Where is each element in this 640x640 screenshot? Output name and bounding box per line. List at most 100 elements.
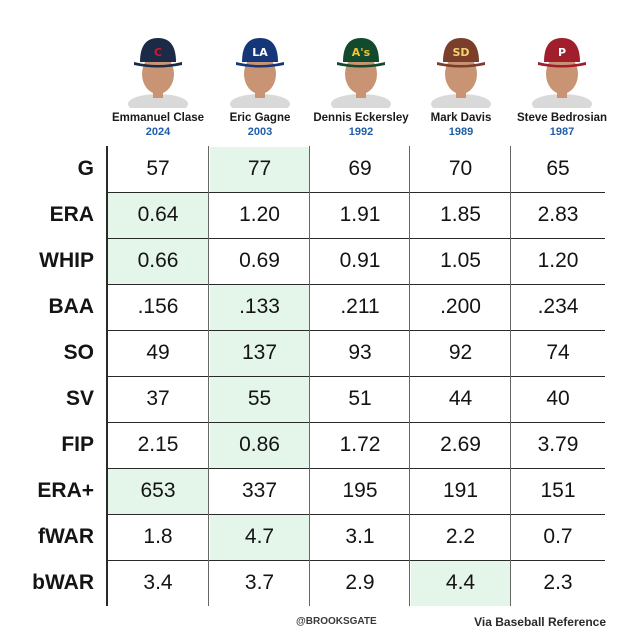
stat-label-baa: BAA <box>48 295 95 318</box>
stat-label-era-plus: ERA+ <box>37 479 94 502</box>
column-divider <box>309 146 310 606</box>
stat-cell: 3.4 <box>143 571 173 594</box>
stat-cell: 3.7 <box>244 571 275 594</box>
stat-cell: 0.64 <box>137 203 179 226</box>
stat-cell: 337 <box>241 479 278 502</box>
player-3: SD Mark Davis 1989 <box>410 0 512 146</box>
stat-cell: 49 <box>146 341 170 364</box>
svg-text:LA: LA <box>252 46 268 59</box>
stat-cell: 44 <box>448 387 473 410</box>
stat-cell: 3.79 <box>537 433 579 456</box>
stat-label-bwar: bWAR <box>32 571 94 594</box>
stat-cell: 1.20 <box>239 203 280 226</box>
stat-cell: .200 <box>440 295 481 318</box>
stat-cell: 2.9 <box>345 571 375 594</box>
stat-cell: 4.4 <box>445 571 476 594</box>
stat-cell: 195 <box>342 479 378 502</box>
stat-cell: 57 <box>146 157 170 180</box>
stat-cell: 51 <box>348 387 372 410</box>
stat-cell: .133 <box>239 295 280 318</box>
player-name: Mark Davis <box>430 112 492 124</box>
stat-cell: 65 <box>546 157 570 180</box>
stat-cell: 2.2 <box>445 525 476 548</box>
stat-cell: 191 <box>442 479 479 502</box>
svg-text:A's: A's <box>352 46 371 59</box>
row-divider <box>107 514 605 515</box>
guardians-cap-icon: C <box>128 38 188 108</box>
stat-cell: 74 <box>546 341 570 364</box>
stat-cell: 1.91 <box>339 203 381 226</box>
stat-cell: 77 <box>247 157 272 180</box>
player-1: LA Eric Gagne 2003 <box>209 0 311 146</box>
column-divider <box>208 146 209 606</box>
player-name: Dennis Eckersley <box>313 112 409 124</box>
row-divider <box>107 560 605 561</box>
stat-cell: 1.8 <box>143 525 173 548</box>
stat-cell: .234 <box>537 295 579 318</box>
stat-label-era: ERA <box>49 203 94 226</box>
stat-cell: 92 <box>448 341 473 364</box>
row-divider <box>107 422 605 423</box>
svg-text:SD: SD <box>452 46 469 59</box>
best-value-highlight <box>108 469 209 514</box>
column-divider <box>409 146 410 606</box>
player-name: Eric Gagne <box>229 112 291 124</box>
player-2: A's Dennis Eckersley 1992 <box>310 0 412 146</box>
stat-cell: 69 <box>348 157 372 180</box>
author-handle: @BROOKSGATE <box>296 616 377 627</box>
dodgers-cap-icon: LA <box>230 38 290 108</box>
best-value-highlight <box>108 193 209 238</box>
row-divider <box>107 238 605 239</box>
stat-cell: .211 <box>340 295 380 318</box>
stat-cell: 2.15 <box>137 433 179 456</box>
player-name: Emmanuel Clase <box>111 112 205 124</box>
stat-cell: 2.3 <box>543 571 573 594</box>
stat-label-whip: WHIP <box>39 249 94 272</box>
stat-label-sv: SV <box>65 387 94 410</box>
best-value-highlight <box>108 239 209 284</box>
best-value-highlight <box>210 147 310 192</box>
row-divider <box>107 330 605 331</box>
stat-cell: 0.69 <box>239 249 280 272</box>
stat-cell: 1.20 <box>537 249 579 272</box>
row-divider <box>107 192 605 193</box>
player-name: Steve Bedrosian <box>516 112 608 124</box>
stat-label-fwar: fWAR <box>38 525 94 548</box>
stat-cell: .156 <box>137 295 179 318</box>
stat-cell: 2.83 <box>537 203 579 226</box>
best-value-highlight <box>210 423 310 468</box>
best-value-highlight <box>411 561 511 606</box>
stat-cell: 0.86 <box>239 433 280 456</box>
source-credit: Via Baseball Reference <box>474 615 606 629</box>
svg-text:C: C <box>154 46 162 59</box>
stat-cell: 0.7 <box>543 525 573 548</box>
player-4: P Steve Bedrosian 1987 <box>511 0 613 146</box>
player-season: 2024 <box>145 126 171 138</box>
row-divider <box>107 376 605 377</box>
stat-cell: 653 <box>140 479 176 502</box>
best-value-highlight <box>210 377 310 422</box>
stat-cell: 3.1 <box>345 525 375 548</box>
player-season: 1987 <box>549 126 575 138</box>
label-divider <box>106 146 108 606</box>
stat-cell: 37 <box>146 387 170 410</box>
stat-cell: 4.7 <box>244 525 275 548</box>
player-0: C Emmanuel Clase 2024 <box>107 0 209 146</box>
stat-label-so: SO <box>63 341 94 364</box>
player-season: 2003 <box>247 126 273 138</box>
stat-cell: 0.91 <box>339 249 381 272</box>
stat-cell: 40 <box>546 387 570 410</box>
player-season: 1992 <box>348 126 374 138</box>
best-value-highlight <box>210 285 310 330</box>
best-value-highlight <box>210 515 310 560</box>
stat-cell: 137 <box>241 341 278 364</box>
stat-cell: 151 <box>540 479 576 502</box>
stat-cell: 1.72 <box>339 433 381 456</box>
column-divider <box>510 146 511 606</box>
padres-cap-icon: SD <box>431 38 491 108</box>
athletics-cap-icon: A's <box>331 38 391 108</box>
stat-cell: 70 <box>448 157 473 180</box>
row-divider <box>107 468 605 469</box>
player-season: 1989 <box>448 126 474 138</box>
